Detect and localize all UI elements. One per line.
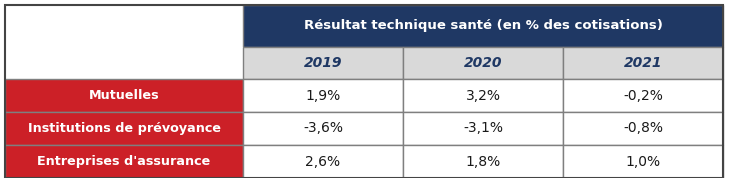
Bar <box>243 79 403 112</box>
Text: 1,8%: 1,8% <box>465 155 501 169</box>
Text: -0,8%: -0,8% <box>623 122 663 135</box>
Bar <box>403 145 563 178</box>
Text: 2020: 2020 <box>464 56 502 70</box>
Text: 2021: 2021 <box>624 56 663 70</box>
Text: -0,2%: -0,2% <box>623 88 663 103</box>
Bar <box>243 5 723 47</box>
Bar <box>5 47 243 79</box>
Text: Institutions de prévoyance: Institutions de prévoyance <box>27 122 220 135</box>
Bar <box>563 47 723 79</box>
Bar <box>243 145 403 178</box>
Text: 2,6%: 2,6% <box>306 155 341 169</box>
Bar <box>5 5 243 47</box>
Bar <box>403 79 563 112</box>
Bar <box>563 145 723 178</box>
Bar <box>5 112 243 145</box>
Text: -3,1%: -3,1% <box>463 122 503 135</box>
Bar <box>563 112 723 145</box>
Text: Mutuelles: Mutuelles <box>89 89 160 102</box>
Bar <box>403 112 563 145</box>
Text: 1,9%: 1,9% <box>306 88 341 103</box>
Bar <box>403 47 563 79</box>
Bar <box>563 79 723 112</box>
Bar <box>5 145 243 178</box>
Text: Résultat technique santé (en % des cotisations): Résultat technique santé (en % des cotis… <box>303 20 663 33</box>
Text: Entreprises d'assurance: Entreprises d'assurance <box>37 155 211 168</box>
Bar <box>243 47 403 79</box>
Text: -3,6%: -3,6% <box>303 122 343 135</box>
Bar <box>5 79 243 112</box>
Text: 2019: 2019 <box>303 56 342 70</box>
Bar <box>243 112 403 145</box>
Text: 3,2%: 3,2% <box>465 88 501 103</box>
Text: 1,0%: 1,0% <box>626 155 660 169</box>
